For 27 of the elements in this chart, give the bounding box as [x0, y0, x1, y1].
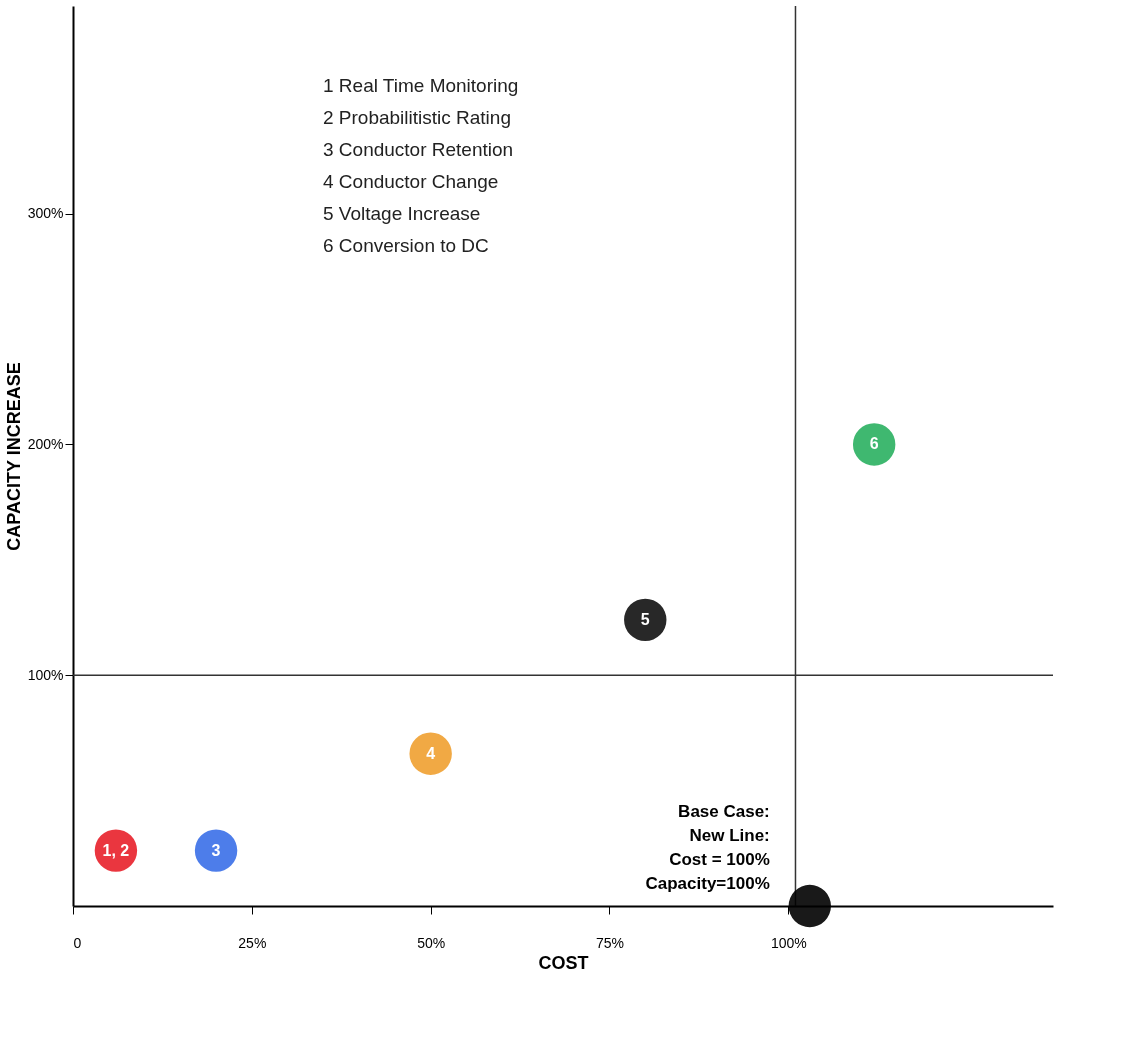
y-tick-label: 200%	[27, 435, 64, 452]
annotation: 4 Conductor Change	[323, 171, 499, 192]
annotation: 1 Real Time Monitoring	[323, 75, 519, 96]
x-tick-label: 100%	[770, 934, 807, 951]
series-label: 6	[869, 435, 879, 453]
point	[624, 598, 667, 642]
series-label: 3	[211, 841, 221, 859]
annotation: 5 Voltage Increase	[323, 203, 481, 224]
series-label: 5	[640, 610, 650, 628]
y-tick-label: 300%	[27, 205, 64, 222]
series-label: 1, 2	[102, 841, 130, 859]
point	[409, 732, 452, 775]
series-label: 4	[426, 744, 436, 762]
x-tick-label: 50%	[417, 934, 446, 951]
y-axis-title: CAPACITY INCREASE	[3, 362, 24, 551]
x-tick-label: 25%	[238, 934, 267, 951]
x-tick-label: 75%	[595, 934, 625, 951]
annotation: 2 Probabilitistic Rating	[323, 107, 511, 128]
annotation: Base Case: New Line: Cost = 100% Capacity=100%	[645, 802, 770, 893]
x-axis-title: COST	[538, 952, 589, 973]
point	[194, 829, 238, 872]
x-tick-label: 0	[73, 934, 82, 951]
y-tick-label: 100%	[27, 666, 64, 683]
annotation: 3 Conductor Retention	[323, 139, 514, 160]
point	[852, 423, 896, 466]
point	[788, 884, 831, 928]
annotation: 6 Conversion to DC	[323, 235, 489, 256]
